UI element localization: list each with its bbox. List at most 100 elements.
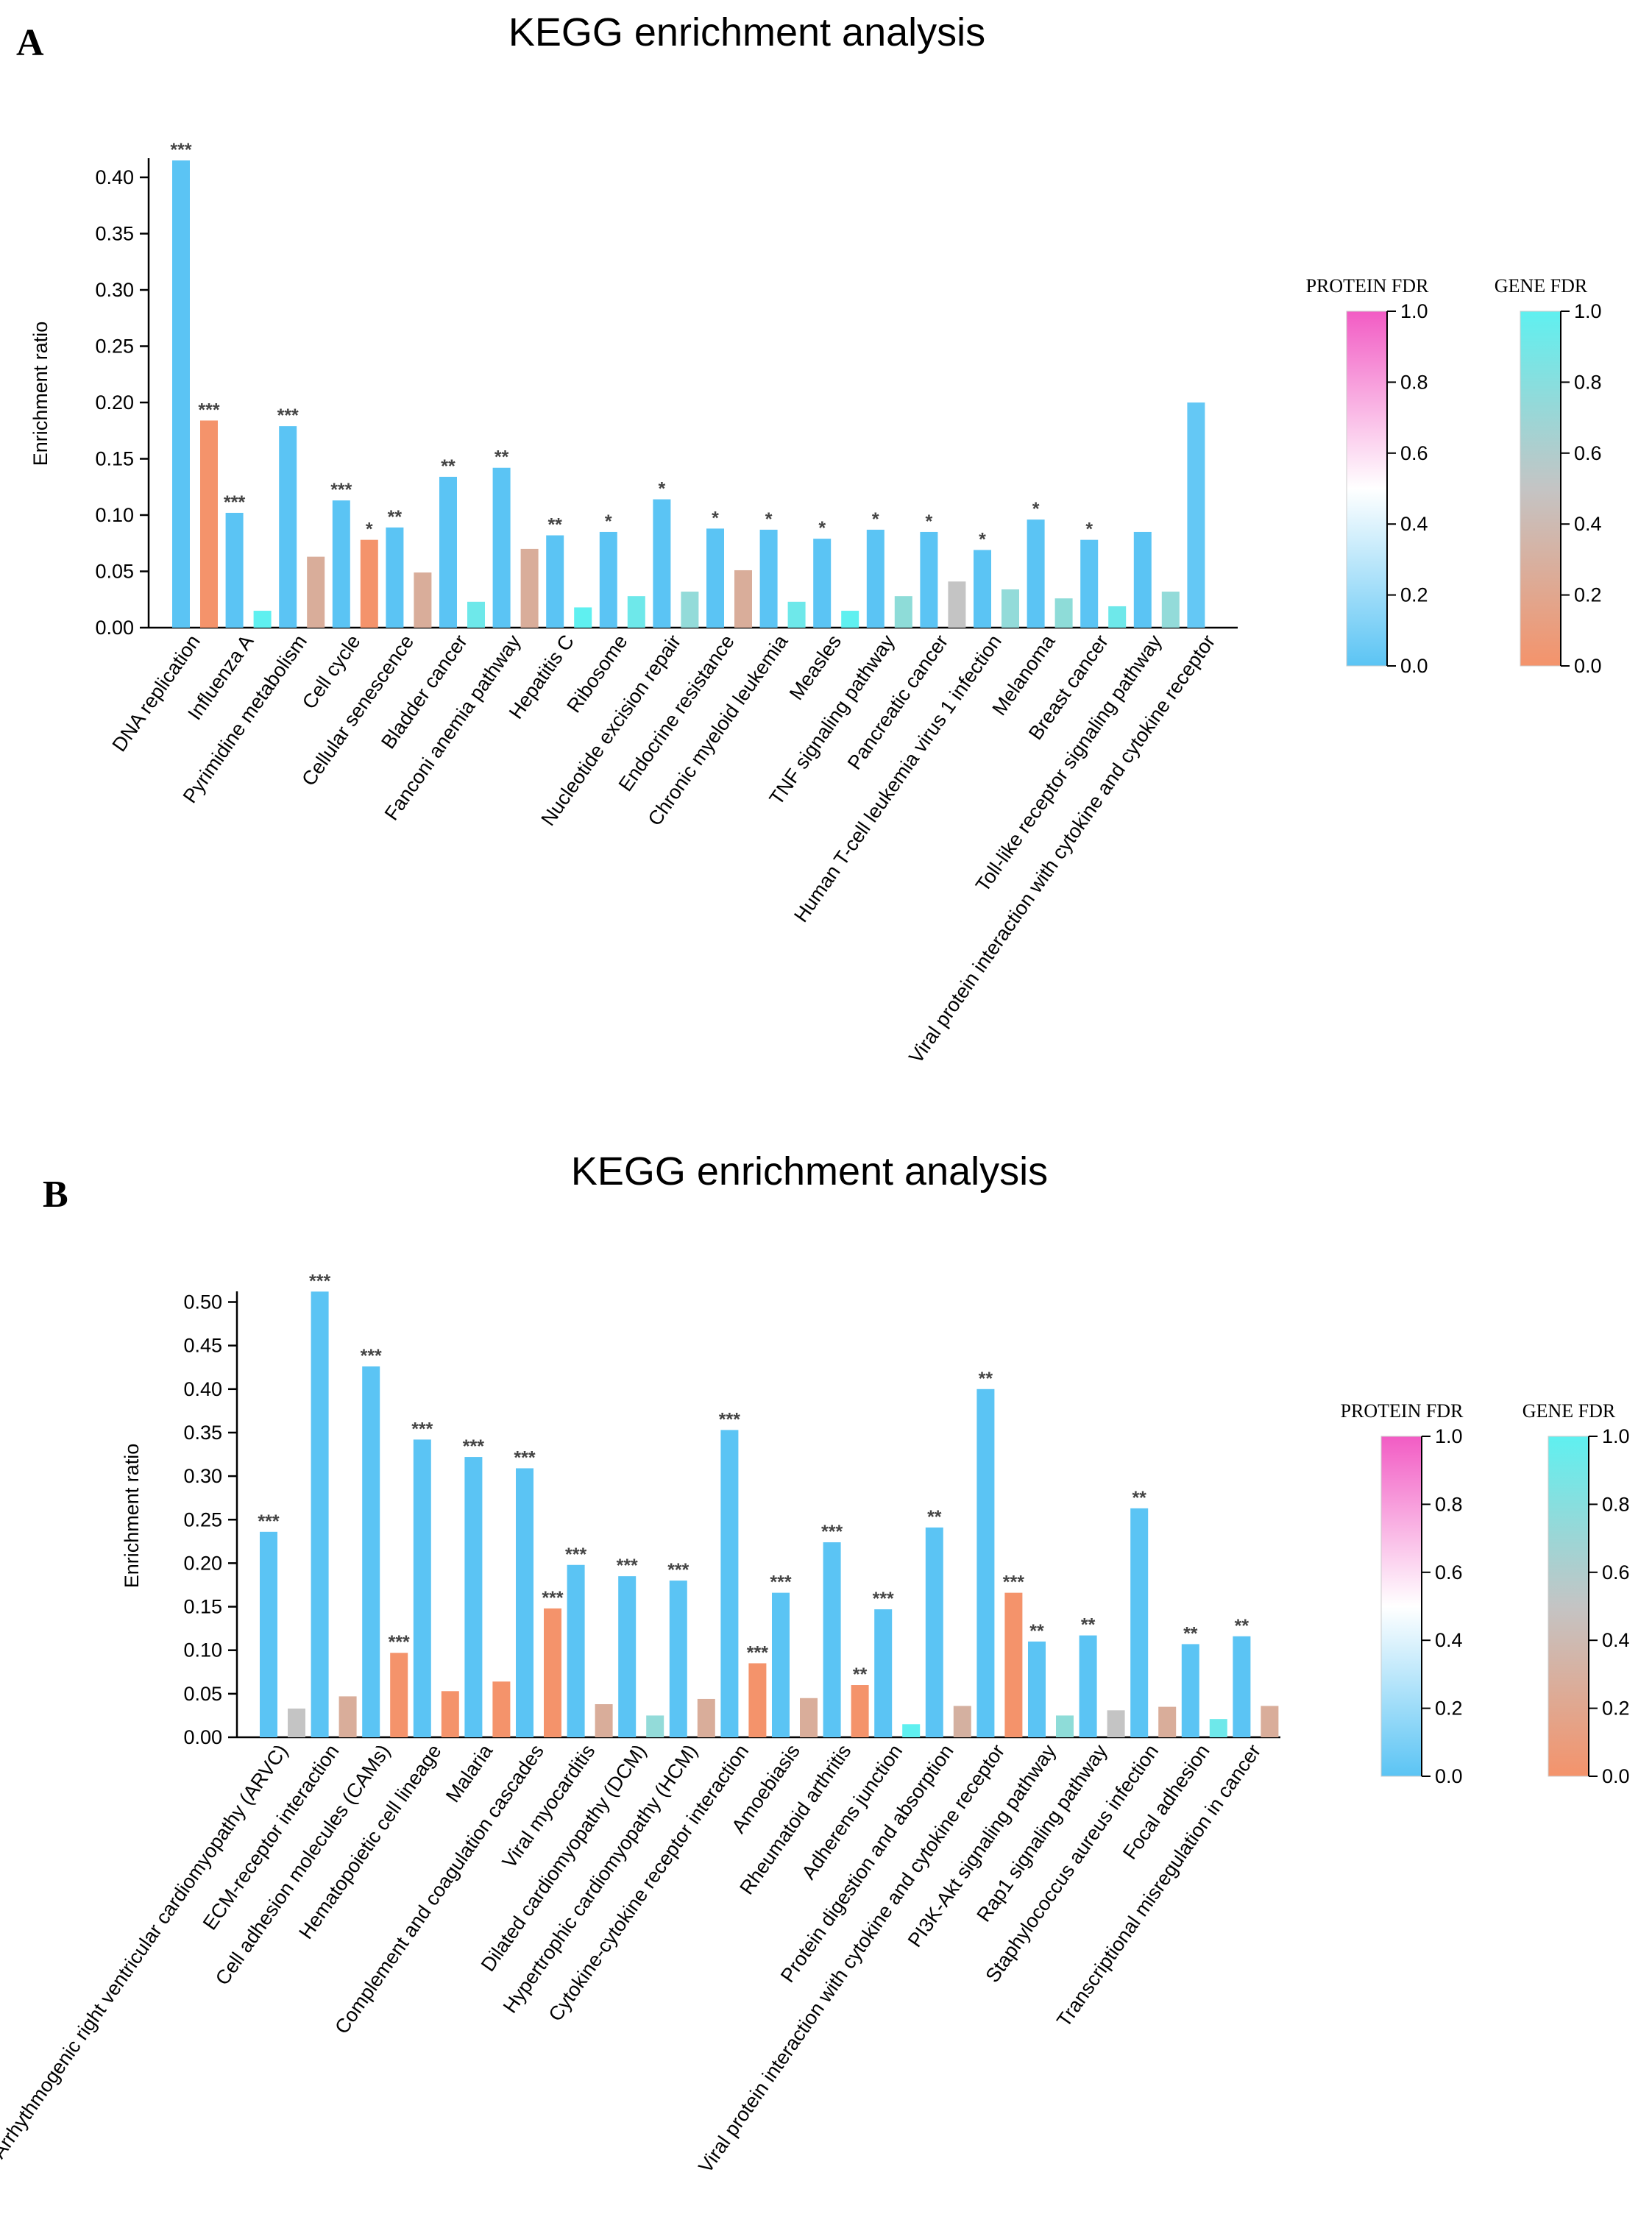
- protein-bar: [653, 499, 671, 628]
- legend-tick-label: 0.6: [1574, 442, 1602, 464]
- legend-tick-label: 0.4: [1400, 513, 1428, 535]
- significance-label: **: [853, 1664, 868, 1685]
- y-tick-label: 0.40: [183, 1378, 222, 1400]
- y-tick-label: 0.35: [95, 223, 134, 245]
- panel-a: A KEGG enrichment analysis Enrichment ra…: [16, 10, 1602, 1068]
- legend-tick-label: 1.0: [1435, 1425, 1463, 1447]
- significance-label: ***: [747, 1642, 768, 1663]
- protein-bar: [866, 529, 885, 628]
- gene-bar: [1161, 592, 1180, 628]
- gene-bar: [1209, 1719, 1227, 1737]
- protein-bar: [464, 1457, 483, 1737]
- gene-bar: [1056, 1715, 1074, 1737]
- legend-tick-label: 0.2: [1602, 1698, 1630, 1720]
- significance-label: ***: [258, 1511, 279, 1532]
- gene-bar: [1107, 1710, 1125, 1737]
- significance-label: ***: [821, 1522, 843, 1542]
- protein-bar: [492, 467, 511, 628]
- y-tick-label: 0.45: [183, 1335, 222, 1357]
- y-tick-label: 0.50: [183, 1291, 222, 1313]
- significance-label: ***: [617, 1556, 638, 1576]
- legend-tick-label: 0.0: [1574, 655, 1602, 677]
- significance-label: *: [1032, 499, 1040, 519]
- protein-bar: [332, 500, 350, 628]
- protein-bar: [172, 160, 190, 628]
- protein-bar: [669, 1581, 687, 1737]
- significance-label: *: [872, 509, 879, 530]
- category-label: DNA replication: [108, 631, 205, 756]
- significance-label: **: [547, 515, 562, 536]
- protein-bar: [618, 1576, 637, 1737]
- significance-label: ***: [170, 140, 191, 160]
- legend-colorbar: [1346, 311, 1388, 667]
- significance-label: ***: [411, 1419, 433, 1439]
- gene-bar: [953, 1706, 971, 1737]
- significance-label: *: [712, 508, 719, 528]
- gene-bar: [787, 601, 806, 628]
- y-tick-label: 0.30: [95, 279, 134, 301]
- gene-bar: [520, 548, 539, 628]
- gene-bar: [544, 1608, 561, 1737]
- protein-bar: [599, 531, 617, 628]
- legend-tick-label: 1.0: [1602, 1425, 1630, 1447]
- gene-bar: [360, 539, 378, 628]
- legend-colorbar: [1520, 311, 1561, 667]
- gene-bar: [1108, 606, 1127, 628]
- panel-letter-a: A: [16, 22, 44, 64]
- protein-bar: [720, 1430, 739, 1737]
- gene-bar: [1002, 589, 1019, 628]
- gene-bar: [253, 611, 272, 628]
- y-tick-label: 0.40: [95, 166, 134, 188]
- significance-label: **: [927, 1507, 942, 1528]
- significance-label: ***: [389, 1632, 410, 1653]
- legend-tick-label: 0.2: [1574, 584, 1602, 606]
- gene-bar: [1054, 598, 1073, 628]
- protein-bar: [772, 1592, 790, 1737]
- protein-bar: [1181, 1644, 1199, 1737]
- gene-bar: [697, 1698, 715, 1737]
- protein-bar: [974, 550, 991, 628]
- legend-colorbar: [1380, 1436, 1422, 1777]
- significance-label: ***: [565, 1544, 586, 1565]
- protein-bar: [260, 1531, 277, 1737]
- gene-bar: [574, 607, 592, 628]
- legend-tick-label: 0.0: [1602, 1765, 1630, 1787]
- category-label: Pancreatic cancer: [843, 631, 953, 773]
- legend-colorbar: [1548, 1436, 1589, 1777]
- gene-bar: [390, 1653, 408, 1737]
- significance-label: *: [605, 511, 612, 532]
- y-tick-label: 0.00: [95, 617, 134, 639]
- y-tick-label: 0.35: [183, 1422, 222, 1444]
- protein-bar: [1133, 531, 1152, 628]
- significance-label: *: [1085, 519, 1093, 540]
- significance-label: **: [441, 456, 455, 477]
- significance-label: **: [1183, 1623, 1198, 1644]
- plot-area-a: 0.000.050.100.150.200.250.300.350.40****…: [95, 140, 1601, 1068]
- gene-bar: [851, 1685, 869, 1737]
- protein-bar: [225, 512, 244, 628]
- significance-label: ***: [463, 1436, 484, 1457]
- significance-label: ***: [198, 400, 219, 420]
- gene-bar: [441, 1691, 459, 1737]
- protein-bar: [920, 531, 938, 628]
- gene-bar: [734, 570, 752, 628]
- y-axis-label-b: Enrichment ratio: [121, 1444, 143, 1589]
- protein-bar: [311, 1291, 329, 1737]
- legend-title: GENE FDR: [1495, 275, 1588, 297]
- legend-tick-label: 1.0: [1574, 300, 1602, 322]
- y-tick-label: 0.25: [183, 1508, 222, 1531]
- significance-label: ***: [361, 1346, 382, 1366]
- gene-bar: [595, 1704, 613, 1737]
- legend-tick-label: 0.8: [1435, 1493, 1463, 1515]
- legend-tick-label: 0.8: [1602, 1493, 1630, 1515]
- significance-label: **: [494, 447, 509, 468]
- gene-bar: [748, 1663, 767, 1737]
- protein-bar: [706, 528, 724, 628]
- plot-area-b: 0.00 0.05 0.10 0.15 0.20 0.25 0.30 0.35 0.40 0.45…: [0, 1271, 1630, 2177]
- y-tick-label: 0.15: [183, 1596, 222, 1618]
- gene-bar: [948, 581, 966, 628]
- protein-bar: [1187, 402, 1205, 628]
- significance-label: *: [659, 479, 666, 500]
- legend-tick-label: 0.2: [1435, 1698, 1463, 1720]
- panel-letter-b: B: [43, 1174, 68, 1216]
